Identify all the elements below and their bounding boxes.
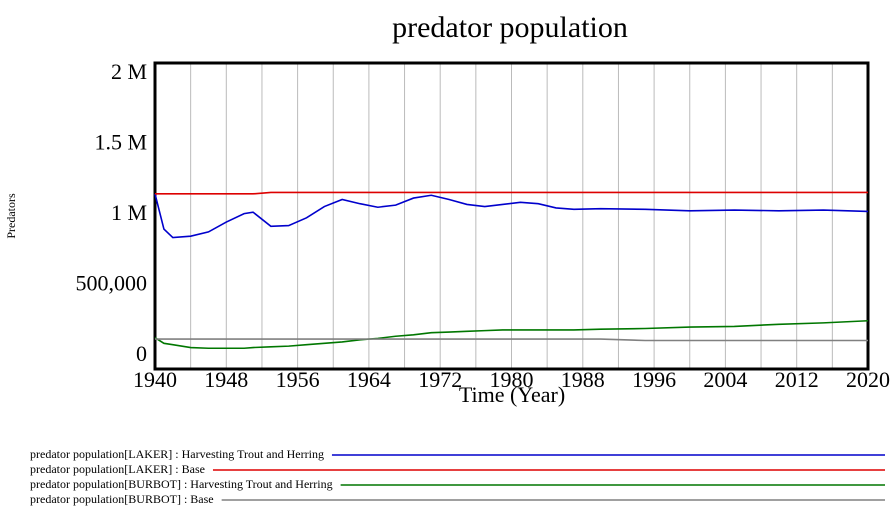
x-tick-label: 2020: [846, 367, 890, 392]
line-series: [154, 319, 869, 350]
x-tick-label: 2004: [703, 367, 747, 392]
chart-title: predator population: [392, 11, 628, 44]
x-tick-label: 1972: [418, 367, 462, 392]
legend-label: predator population[BURBOT] : Harvesting…: [30, 477, 333, 491]
plot-frame: [153, 61, 870, 371]
x-tick-label: 1940: [133, 367, 177, 392]
y-axis-label: Predators: [4, 193, 18, 239]
x-tick-label: 1996: [632, 367, 676, 392]
y-tick-label: 1 M: [111, 200, 147, 225]
x-tick-label: 2012: [775, 367, 819, 392]
y-tick-label: 500,000: [76, 271, 148, 296]
line-series: [154, 193, 869, 239]
y-tick-label: 1.5 M: [94, 130, 147, 155]
legend-label: predator population[LAKER] : Base: [30, 462, 205, 476]
legend-label: predator population[LAKER] : Harvesting …: [30, 447, 324, 461]
x-tick-label: 1980: [490, 367, 534, 392]
legend-label: predator population[BURBOT] : Base: [30, 492, 214, 506]
x-tick-label: 1964: [347, 367, 391, 392]
x-axis-label: Time (Year): [459, 382, 565, 407]
x-tick-label: 1948: [204, 367, 248, 392]
line-series: [155, 338, 868, 342]
line-series: [155, 191, 868, 195]
x-tick-label: 1988: [561, 367, 605, 392]
y-tick-label: 0: [136, 341, 147, 366]
y-tick-label: 2 M: [111, 59, 147, 84]
x-tick-label: 1956: [276, 367, 320, 392]
